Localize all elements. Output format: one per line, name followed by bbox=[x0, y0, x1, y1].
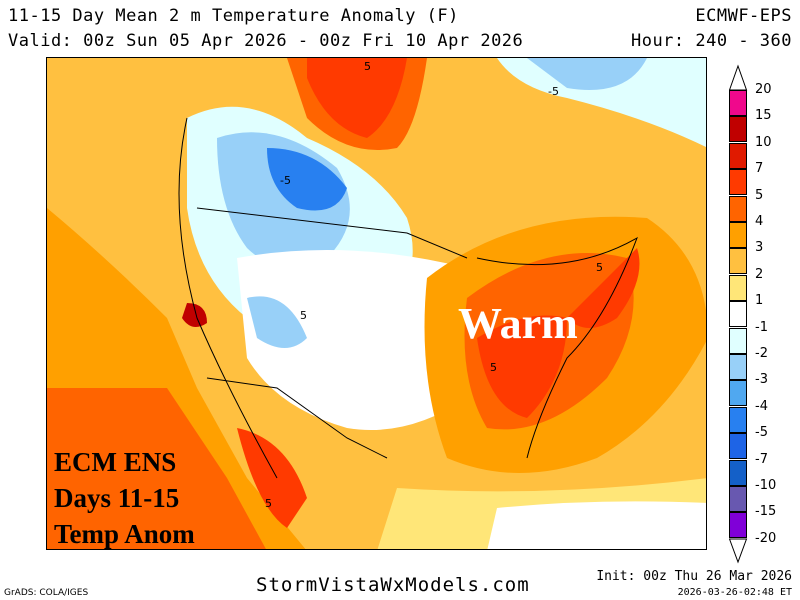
legend-tick-label: 5 bbox=[755, 187, 764, 203]
init-time: Init: 00z Thu 26 Mar 2026 bbox=[596, 569, 792, 584]
legend-color-bin bbox=[729, 195, 747, 222]
legend-tick-label: -3 bbox=[755, 372, 768, 388]
us-canada-border bbox=[196, 207, 468, 259]
legend-tick-label: 3 bbox=[755, 240, 764, 256]
legend-top-arrow bbox=[729, 64, 748, 91]
legend-color-bin bbox=[729, 116, 747, 143]
contour-label: 5 bbox=[300, 309, 307, 322]
forecast-hour: Hour: 240 - 360 bbox=[630, 31, 792, 51]
legend-tick-label: 2 bbox=[755, 266, 764, 282]
caption-line: ECM ENS bbox=[54, 447, 177, 477]
legend-color-bin bbox=[729, 327, 747, 354]
contour-label: 5 bbox=[490, 361, 497, 374]
grads-credit: GrADS: COLA/IGES bbox=[4, 588, 89, 598]
valid-period: Valid: 00z Sun 05 Apr 2026 - 00z Fri 10 … bbox=[8, 31, 524, 51]
legend-tick-label: -10 bbox=[755, 478, 777, 493]
legend-tick-label: -2 bbox=[755, 346, 768, 361]
generated-time: 2026-03-26-02:48 ET bbox=[677, 587, 792, 598]
us-mexico-border bbox=[206, 377, 388, 459]
legend-color-bin bbox=[729, 301, 747, 328]
legend-color-bin bbox=[729, 406, 747, 433]
legend-tick-label: -4 bbox=[755, 398, 768, 414]
legend-color-bin bbox=[729, 459, 747, 486]
legend-tick-label: 1 bbox=[755, 293, 764, 309]
model-name: ECMWF-EPS bbox=[695, 6, 792, 26]
contour-label: 5 bbox=[364, 60, 371, 73]
anomaly-field bbox=[47, 58, 706, 549]
caption-line: Days 11-15 bbox=[54, 483, 180, 513]
legend-color-bin bbox=[729, 90, 747, 116]
legend-tick-label: 10 bbox=[755, 134, 772, 150]
west-coastline bbox=[178, 117, 278, 479]
legend-color-bin bbox=[729, 486, 747, 512]
contour-label: 5 bbox=[265, 497, 272, 510]
temperature-anomaly-map bbox=[46, 57, 707, 550]
legend-tick-label: 15 bbox=[755, 108, 772, 124]
legend-tick-label: -20 bbox=[755, 530, 777, 546]
contour-label: -5 bbox=[548, 85, 559, 98]
legend-color-bin bbox=[729, 142, 747, 169]
legend-color-bin bbox=[729, 248, 747, 275]
legend-color-bin bbox=[729, 380, 747, 407]
legend-bottom-arrow bbox=[729, 538, 748, 564]
contour-label: -5 bbox=[280, 174, 291, 187]
legend-tick-label: 4 bbox=[755, 214, 764, 229]
caption-line: Temp Anom bbox=[54, 519, 195, 549]
legend-tick-label: 7 bbox=[755, 161, 764, 177]
warm-annotation: Warm bbox=[458, 299, 578, 348]
legend-color-bin bbox=[729, 512, 747, 539]
legend-color-bin bbox=[729, 169, 747, 196]
legend-color-bin bbox=[729, 354, 747, 380]
east-coastline bbox=[476, 236, 638, 459]
map-caption: ECM ENS Days 11-15 Temp Anom bbox=[54, 444, 195, 552]
contour-label: 5 bbox=[596, 261, 603, 274]
legend-tick-label: -7 bbox=[755, 451, 768, 467]
site-name: StormVistaWxModels.com bbox=[256, 574, 530, 596]
legend-tick-label: -1 bbox=[755, 319, 768, 335]
legend-tick-label: 20 bbox=[755, 82, 772, 97]
legend-color-bin bbox=[729, 433, 747, 460]
legend-tick-label: -5 bbox=[755, 425, 768, 441]
legend-tick-label: -15 bbox=[755, 504, 777, 520]
legend-color-bin bbox=[729, 222, 747, 248]
legend-color-bin bbox=[729, 274, 747, 301]
map-title: 11-15 Day Mean 2 m Temperature Anomaly (… bbox=[8, 6, 459, 26]
